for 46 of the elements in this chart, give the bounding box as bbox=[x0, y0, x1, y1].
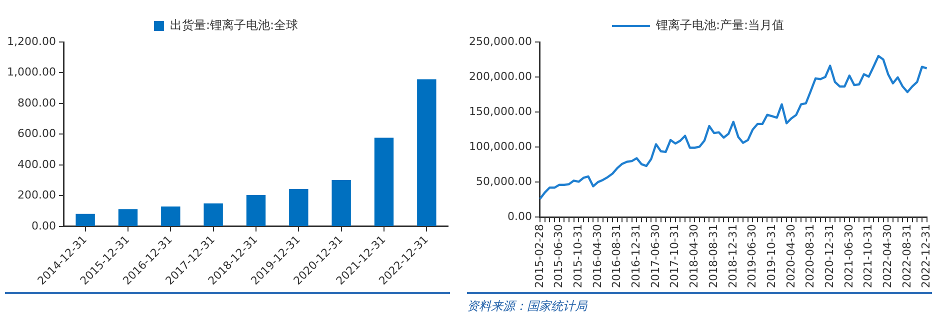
x-tick-label: 2022-04-30 bbox=[880, 224, 894, 288]
x-tick-label: 2017-10-31 bbox=[668, 224, 682, 288]
legend-label: 出货量:锂离子电池:全球 bbox=[170, 18, 298, 32]
x-tick-label: 2019-06-30 bbox=[746, 224, 759, 288]
y-tick-label: 100,000.00 bbox=[468, 140, 532, 153]
x-tick-label: 2020-08-31 bbox=[804, 224, 817, 288]
text: 资料来源：国家统计局 bbox=[467, 298, 587, 315]
y-tick-label: 600.00 bbox=[17, 127, 56, 140]
y-tick-label: 400.00 bbox=[17, 158, 56, 171]
y-tick-label: 1,000.00 bbox=[7, 66, 56, 79]
x-tick-label: 2015-02-28 bbox=[532, 224, 546, 288]
y-tick-label: 0.00 bbox=[507, 210, 532, 223]
x-tick-label: 2020-04-30 bbox=[784, 224, 798, 288]
bar bbox=[246, 194, 266, 226]
bar bbox=[204, 203, 223, 226]
bar bbox=[374, 138, 394, 226]
y-tick-label: 0.00 bbox=[31, 219, 56, 232]
y-tick-label: 800.00 bbox=[17, 96, 56, 110]
bar bbox=[332, 180, 351, 226]
x-tick-label: 2018-08-31 bbox=[706, 224, 720, 288]
bar bbox=[289, 188, 308, 226]
bar bbox=[417, 79, 436, 226]
x-tick-label: 2020-12-31 bbox=[822, 224, 836, 288]
bar bbox=[76, 214, 95, 226]
x-tick-label: 2018-12-31 bbox=[726, 224, 740, 288]
y-tick-label: 250,000.00 bbox=[468, 34, 532, 48]
legend-label: 锂离子电池:产量:当月值 bbox=[654, 18, 784, 32]
bar bbox=[118, 209, 138, 226]
x-tick-label: 2022-12-31 bbox=[920, 224, 933, 288]
bar bbox=[161, 206, 180, 226]
x-tick-label: 2018-04-30 bbox=[688, 224, 701, 288]
x-tick-label: 2015-10-31 bbox=[572, 224, 585, 288]
x-tick-label: 2015-06-30 bbox=[552, 224, 566, 288]
x-tick-label: 2017-06-30 bbox=[648, 224, 662, 288]
x-tick-label: 2016-08-31 bbox=[610, 224, 624, 288]
y-tick-label: 200,000.00 bbox=[468, 70, 532, 83]
x-tick-label: 2022-08-31 bbox=[900, 224, 914, 288]
x-tick-label: 2021-06-30 bbox=[842, 224, 856, 288]
y-tick-label: 150,000.00 bbox=[468, 104, 532, 118]
y-tick-label: 200.00 bbox=[17, 188, 56, 202]
x-tick-label: 2016-12-31 bbox=[630, 224, 643, 288]
x-tick-label: 2016-04-30 bbox=[590, 224, 604, 288]
x-tick-label: 2021-10-31 bbox=[862, 224, 875, 288]
y-tick-label: 50,000.00 bbox=[476, 174, 532, 188]
y-tick-label: 1,200.00 bbox=[7, 34, 56, 48]
x-tick-label: 2019-10-31 bbox=[764, 224, 778, 288]
